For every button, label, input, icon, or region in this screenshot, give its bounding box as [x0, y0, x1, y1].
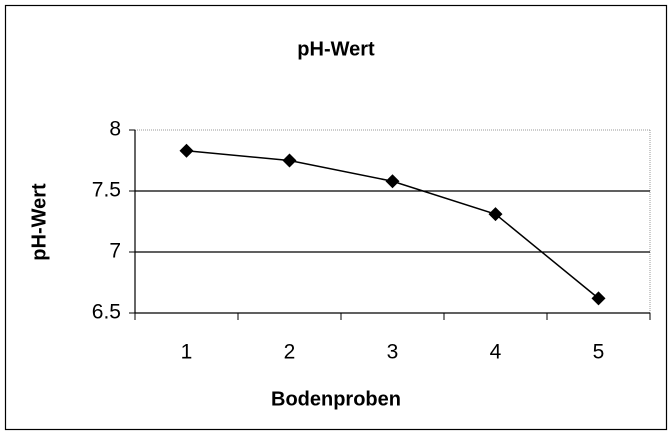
chart-border	[4, 4, 668, 431]
marker	[591, 291, 606, 306]
y-axis-title: pH-Wert	[28, 183, 50, 261]
marker	[179, 143, 194, 158]
y-tick-label: 8	[109, 118, 121, 141]
x-tick-label: 4	[490, 341, 502, 364]
x-tick-label: 1	[181, 341, 193, 364]
x-tick-label: 5	[593, 341, 605, 364]
y-tick-label: 6.5	[92, 301, 121, 324]
chart-title: pH-Wert	[297, 38, 375, 60]
y-tick-label: 7	[109, 240, 121, 263]
marker	[282, 153, 297, 168]
marker	[385, 174, 400, 189]
y-tick-label: 7.5	[92, 179, 121, 202]
x-axis-title: Bodenproben	[271, 388, 401, 410]
x-tick-label: 3	[387, 341, 399, 364]
x-tick-label: 2	[284, 341, 296, 364]
marker	[488, 207, 503, 222]
